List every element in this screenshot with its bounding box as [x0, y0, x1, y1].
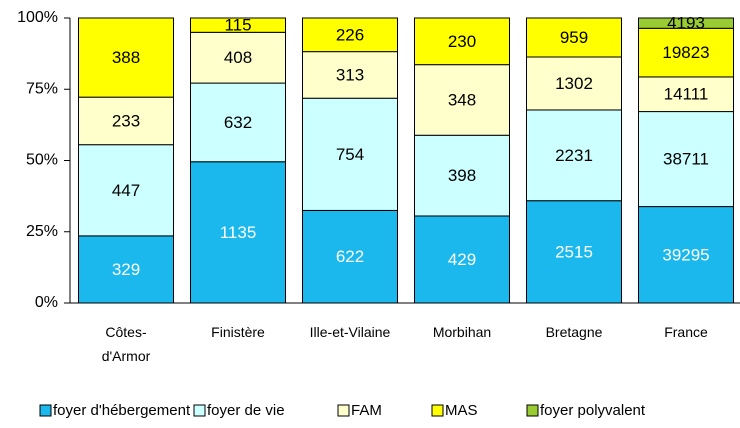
- data-label: 4193: [667, 14, 705, 33]
- bar-segment: [638, 27, 734, 78]
- data-label: 632: [224, 113, 252, 132]
- data-label: 388: [112, 48, 140, 67]
- data-label: 329: [112, 260, 140, 279]
- data-label: 233: [112, 111, 140, 130]
- x-tick-label: France: [664, 324, 708, 340]
- legend-swatch: [431, 404, 444, 417]
- bar-segment: [638, 111, 734, 208]
- data-label: 408: [224, 48, 252, 67]
- bar-segment: [526, 56, 622, 111]
- data-label: 115: [224, 16, 251, 35]
- legend-swatch: [39, 404, 52, 417]
- bar-segment: [302, 17, 398, 53]
- bar-segment: [414, 64, 510, 136]
- data-label: 398: [448, 166, 476, 185]
- legend-label: FAM: [351, 402, 382, 419]
- data-label: 19823: [662, 43, 709, 62]
- bar-segment: [638, 206, 734, 304]
- bar-segment: [302, 51, 398, 99]
- legend-label: foyer d'hébergement: [53, 402, 191, 419]
- x-tick-label: Côtes- d'Armor: [101, 324, 151, 364]
- legend-swatch: [337, 404, 350, 417]
- bar-segment: [190, 17, 286, 33]
- data-label: 38711: [663, 150, 709, 169]
- data-label: 39295: [662, 245, 709, 264]
- legend-label: MAS: [445, 402, 478, 419]
- x-tick-label: Ille-et-Vilaine: [309, 324, 391, 340]
- data-label: 959: [560, 28, 588, 47]
- legend-swatch: [193, 404, 206, 417]
- y-tick-label: 0%: [35, 294, 58, 311]
- bar-segment: [414, 215, 510, 304]
- data-label: 754: [336, 145, 364, 164]
- data-label: 348: [448, 90, 476, 109]
- data-label: 1302: [555, 74, 593, 93]
- bar-segment: [414, 134, 510, 217]
- x-tick-label: Bretagne: [545, 324, 603, 340]
- bar-segment: [190, 31, 286, 84]
- y-tick-label: 25%: [26, 223, 58, 240]
- bar-segment: [638, 17, 734, 29]
- bar-segment: [302, 97, 398, 211]
- bar-segment: [190, 82, 286, 163]
- bar-segment: [526, 109, 622, 202]
- legend-swatch: [526, 404, 539, 417]
- data-label: 226: [336, 25, 364, 44]
- data-label: 1135: [220, 223, 257, 242]
- data-label: 2231: [555, 146, 593, 165]
- legend-label: foyer polyvalent: [540, 402, 646, 419]
- y-tick-label: 50%: [26, 152, 58, 169]
- bar-segment: [526, 200, 622, 304]
- data-label: 429: [448, 250, 476, 269]
- data-label: 313: [336, 65, 364, 84]
- bar-segment: [302, 209, 398, 304]
- bar-segment: [190, 161, 286, 304]
- y-tick-label: 100%: [17, 9, 58, 26]
- x-tick-label: Morbihan: [432, 324, 492, 340]
- data-label: 14111: [664, 85, 709, 104]
- bar-segment: [78, 17, 174, 98]
- data-label: 230: [448, 32, 476, 51]
- bar-segment: [414, 17, 510, 66]
- bar-segment: [526, 17, 622, 58]
- y-tick-label: 75%: [26, 80, 58, 97]
- x-tick-label: Finistère: [211, 324, 265, 340]
- bar-segment: [78, 144, 174, 237]
- bar-segment: [78, 96, 174, 146]
- data-label: 622: [336, 247, 364, 266]
- data-label: 447: [112, 181, 140, 200]
- legend-label: foyer de vie: [207, 402, 285, 419]
- data-label: 2515: [555, 242, 593, 261]
